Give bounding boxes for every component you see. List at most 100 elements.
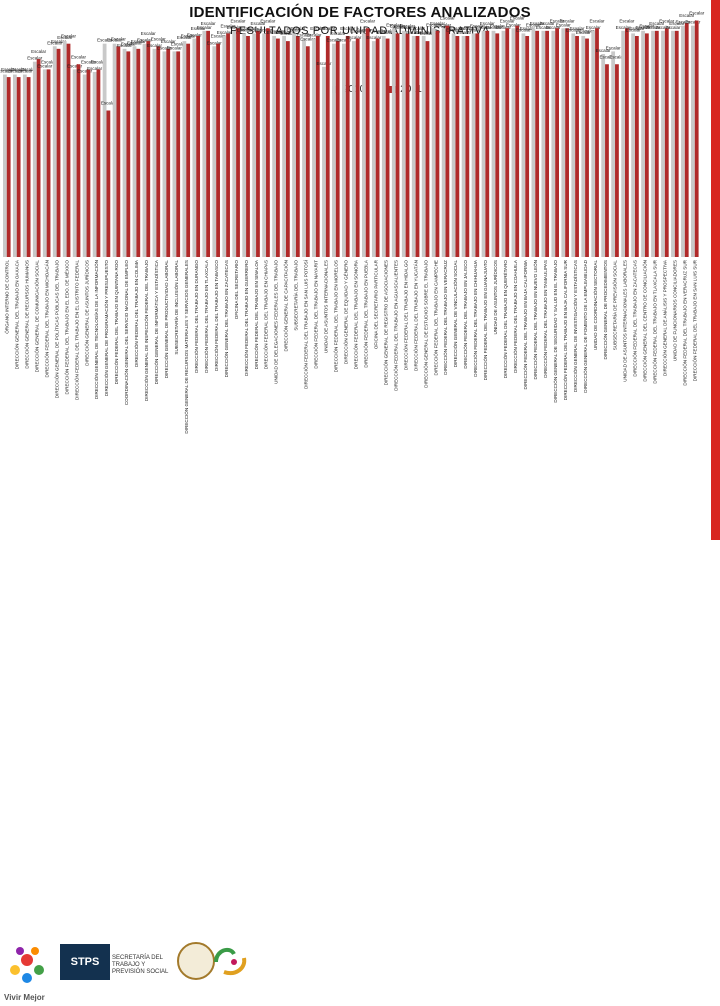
category-label-39: DIRECCIÓN FEDERAL DEL TRABAJO EN AGUASCA… — [392, 260, 398, 391]
category-label-57: DIRECCIÓN GENERAL DE INVESTIGACIÓN Y EST… — [572, 260, 578, 392]
category-label-4: DIRECCIÓN FEDERAL DEL TRABAJO EN MICHOAC… — [43, 260, 49, 378]
category-label-43: DIRECCIÓN FEDERAL DEL TRABAJO EN CAMPECH… — [432, 260, 438, 375]
bar-2010-7 — [72, 69, 77, 257]
data-label-2011-67: Escalar — [669, 21, 685, 26]
bar-2010-2 — [22, 74, 27, 257]
data-label-2010-44: Escalar — [436, 22, 452, 27]
data-label-2011-58: Escalar — [580, 29, 596, 34]
bar-2010-64 — [641, 30, 645, 258]
bar-2011-8 — [86, 69, 91, 257]
category-label-41: DIRECCIÓN FEDERAL DEL TRABAJO EN YUCATÁN — [412, 260, 418, 371]
data-label-2010-66: Escalar — [656, 25, 672, 30]
category-label-40: DIRECCIÓN FEDERAL DEL TRABAJO EN HIDALGO — [402, 260, 408, 371]
data-label-2010-14: Escalar — [137, 38, 153, 43]
bar-2010-26 — [262, 33, 267, 257]
bar-2010-5 — [52, 46, 57, 258]
data-label-2011-1: Escalar — [11, 67, 27, 72]
data-label-2010-56: Escalar — [556, 22, 572, 27]
data-label-2011-65: Escalar — [649, 21, 665, 26]
bar-2010-52 — [521, 33, 526, 257]
category-label-34: DIRECCIÓN GENERAL DE EQUIDAD Y GÉNERO — [343, 260, 349, 364]
data-label-2010-8: Escalar — [77, 69, 93, 74]
bar-2010-11 — [112, 43, 117, 257]
category-label-27: UNIDAD DE DELEGACIONES FEDERALES DEL TRA… — [274, 260, 279, 384]
data-label-2011-24: Escalar — [240, 26, 256, 31]
category-label-5: DIRECCIÓN GENERAL DE POLÍTICAS PÚBLICAS … — [53, 260, 59, 399]
data-label-2010-5: Escalar — [47, 40, 63, 45]
data-label-2010-7: Escalar — [67, 63, 83, 68]
data-label-2011-53: Escalar — [530, 21, 546, 26]
bar-2011-67 — [674, 30, 679, 258]
category-label-15: DIRECCIÓN GENERAL DE INFORMÁTICA Y ESTAD… — [153, 259, 159, 384]
data-label-2011-4: Escalar — [41, 59, 57, 64]
bar-2011-44 — [445, 25, 450, 258]
bar-2011-58 — [585, 38, 589, 257]
category-label-7: DIRECCIÓN FEDERAL DEL TRABAJO EN EL DIST… — [73, 260, 79, 400]
data-label-2010-50: Escalar — [496, 25, 512, 30]
bar-2010-8 — [82, 74, 87, 257]
bar-2010-37 — [371, 41, 376, 258]
data-label-2011-40: Escalar — [400, 23, 416, 28]
bar-2010-59 — [591, 30, 596, 258]
bar-2011-56 — [565, 28, 569, 257]
data-label-2010-46: Escalar — [456, 30, 472, 35]
data-label-2011-43: Escalar — [430, 21, 446, 26]
data-label-2011-29: Escalar — [290, 26, 306, 31]
bar-2010-19 — [192, 38, 197, 257]
category-label-45: DIRECCIÓN GENERAL DE VINCULACIÓN SOCIAL — [452, 260, 458, 368]
bar-2010-9 — [92, 71, 97, 258]
bar-2010-56 — [561, 28, 566, 257]
bar-2011-51 — [515, 25, 520, 258]
data-label-2011-10: Escalar — [101, 101, 117, 106]
page-title: IDENTIFICACIÓN DE FACTORES ANALIZADOS — [189, 4, 531, 21]
data-label-2011-61: Escalar — [609, 54, 625, 59]
bar-2010-25 — [252, 33, 257, 257]
data-label-2011-56: Escalar — [560, 18, 576, 23]
decorative-side-bar — [711, 0, 720, 540]
data-label-2010-6: Escalar — [57, 35, 73, 40]
data-label-2011-27: Escalar — [270, 29, 286, 34]
category-label-63: DIRECCIÓN FEDERAL DEL TRABAJO EN ZACATEC… — [632, 260, 638, 377]
category-label-68: DIRECCIÓN FEDERAL DEL TRABAJO EN VERACRU… — [682, 259, 688, 385]
bar-2011-6 — [66, 43, 71, 257]
bar-2010-68 — [681, 25, 685, 258]
data-label-2010-39: Escalar — [386, 22, 402, 27]
bar-2011-29 — [295, 35, 300, 258]
bar-2011-22 — [226, 33, 230, 257]
bar-2010-43 — [431, 28, 436, 257]
data-label-2011-5: Escalar — [51, 39, 67, 44]
bar-2011-18 — [186, 43, 191, 257]
bar-2011-20 — [206, 30, 210, 258]
data-label-2011-28: Escalar — [280, 31, 296, 36]
category-label-38: DIRECCIÓN GENERAL DE REGISTRO DE ASOCIAC… — [382, 260, 388, 385]
category-label-1: DIRECCIÓN GENERAL DEL TRABAJO EN OAXACA — [13, 259, 19, 369]
bar-2011-32 — [325, 35, 330, 258]
bar-2011-27 — [276, 38, 280, 257]
bar-2011-48 — [485, 30, 490, 258]
data-label-2010-23: Escalar — [227, 25, 243, 30]
data-label-2011-30: Escalar — [300, 36, 316, 41]
category-label-65: DIRECCIÓN FEDERAL DEL TRABAJO EN TLAXCAL… — [652, 259, 658, 383]
data-label-2010-22: Escalar — [217, 30, 233, 35]
bar-2011-53 — [535, 30, 540, 258]
category-label-22: DIRECCIÓN GENERAL DEL TRABAJO EN ZACATEC… — [223, 260, 229, 377]
category-label-11: DIRECCIÓN FEDERAL DEL TRABAJO EN QUINTAN… — [113, 260, 119, 385]
data-label-2011-60: Escalar — [599, 54, 615, 59]
bar-2010-15 — [152, 48, 157, 257]
data-label-2010-59: Escalar — [586, 25, 602, 30]
data-label-2010-13: Escalar — [127, 40, 143, 45]
data-label-2011-33: Escalar — [330, 31, 346, 36]
category-label-35: DIRECCIÓN FEDERAL DEL TRABAJO EN SONORA — [352, 259, 358, 369]
data-label-2010-33: Escalar — [326, 38, 342, 43]
bar-2011-42 — [425, 41, 430, 258]
category-label-14: DIRECCIÓN GENERAL DE INSPECCIÓN FEDERAL … — [143, 260, 149, 401]
bar-2011-3 — [36, 59, 41, 257]
data-label-2011-20: Escalar — [201, 21, 217, 26]
bar-2011-17 — [176, 51, 181, 258]
bar-2011-49 — [495, 33, 500, 257]
category-label-69: DIRECCIÓN FEDERAL DEL TRABAJO EN SAN LUI… — [692, 259, 698, 381]
data-label-2011-19: Escalar — [191, 26, 207, 31]
category-label-30: DIRECCIÓN FEDERAL DEL TRABAJO EN SAN LUI… — [303, 259, 309, 389]
data-label-2011-42: Escalar — [420, 31, 436, 36]
category-label-66: DIRECCIÓN GENERAL DE ANÁLISIS Y PROSPECT… — [662, 259, 668, 376]
